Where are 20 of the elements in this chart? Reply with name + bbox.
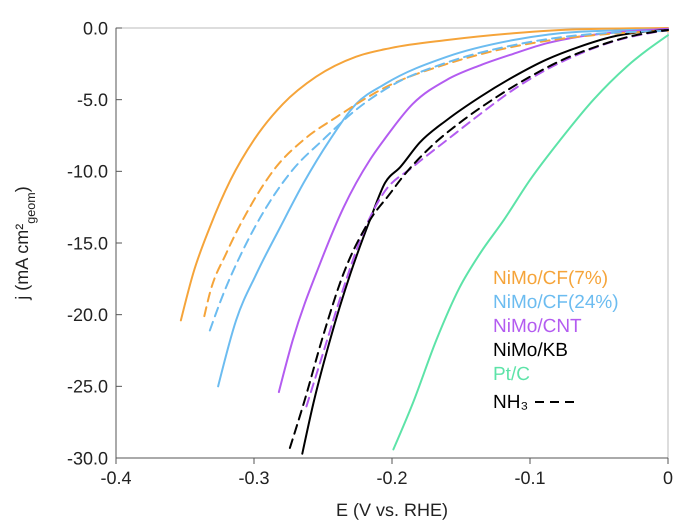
y-tick-label: -20.0	[66, 304, 108, 325]
y-tick-label: -25.0	[66, 376, 108, 397]
annotation: NH₃	[493, 392, 528, 413]
x-tick-label: -0.2	[376, 468, 408, 488]
text: NiMo/KB	[493, 340, 568, 361]
x-tick-label: -0.3	[238, 468, 270, 488]
y-tick-label: -5.0	[76, 90, 108, 110]
line-series	[392, 34, 669, 450]
x-axis-title: E (V vs. RHE)	[336, 500, 448, 520]
y-tick-label: -30.0	[66, 448, 108, 468]
text: NiMo/CF(24%)	[493, 292, 619, 313]
text: NiMo/CF(7%)	[493, 268, 608, 289]
y-tick-label: -10.0	[66, 162, 108, 182]
text: NiMo/CNT	[493, 316, 582, 337]
y-tick-label: 0.0	[82, 18, 108, 38]
x-tick-label: 0	[662, 468, 673, 488]
text: Pt/C	[493, 364, 530, 385]
y-tick-label: -15.0	[66, 233, 108, 254]
x-tick-label: -0.4	[100, 468, 132, 488]
x-tick-label: -0.1	[514, 468, 546, 488]
